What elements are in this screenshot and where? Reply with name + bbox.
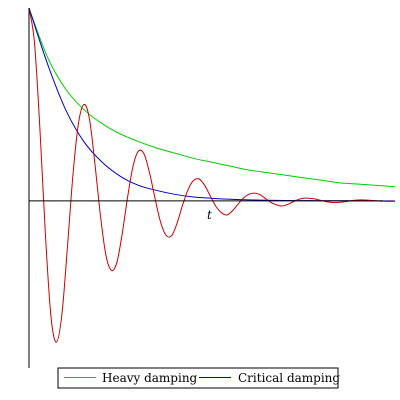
x-axis-label: t (207, 208, 212, 222)
legend-label-heavy-damping: Heavy damping (102, 371, 198, 385)
legend-items: Heavy damping Critical damping (64, 371, 340, 385)
legend: Heavy damping Critical damping (57, 367, 340, 389)
series-line-underdamped (28, 7, 396, 343)
curves-layer (28, 7, 396, 343)
series-line-heavy-damping (28, 7, 396, 188)
legend-label-critical-damping: Critical damping (238, 371, 340, 385)
legend-box (57, 367, 339, 389)
